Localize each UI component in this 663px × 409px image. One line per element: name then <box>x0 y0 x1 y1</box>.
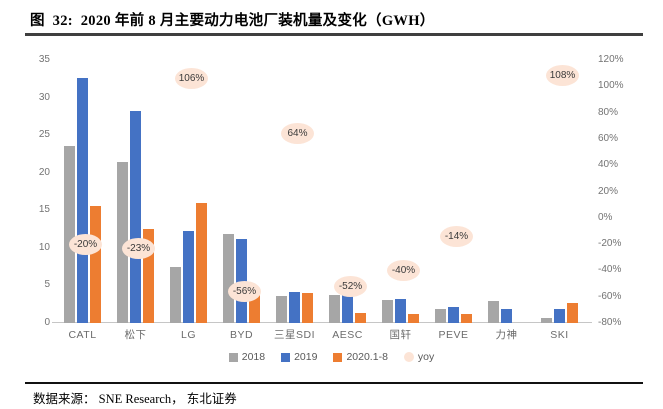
bar-2020.1-8-CATL <box>90 205 101 323</box>
x-axis-label-PEVE: PEVE <box>438 329 469 341</box>
legend-square-marker <box>228 352 238 362</box>
bar-2020.1-8-BYD <box>249 295 260 323</box>
bar-2020.1-8-SKI <box>567 303 578 323</box>
bar-2019-国轩 <box>395 298 406 323</box>
y-axis-tick-left: 25 <box>38 129 50 141</box>
legend-label: yoy <box>417 351 435 363</box>
bar-2018-AESC <box>329 295 340 323</box>
bar-2019-PEVE <box>448 307 459 323</box>
bar-2019-松下 <box>130 111 141 323</box>
bar-2020.1-8-三星SDI <box>302 292 313 323</box>
bar-2018-国轩 <box>382 299 393 323</box>
x-axis-label-SKI: SKI <box>550 329 569 341</box>
y-axis-tick-right: 120% <box>598 54 624 65</box>
y-axis-tick-left: 30 <box>38 91 50 103</box>
chart-legend: 2018 2019 2020.1-8 yoy <box>0 349 663 365</box>
bar-2018-LG <box>170 266 181 323</box>
bar-2018-三星SDI <box>276 295 287 323</box>
y-axis-tick-right: 20% <box>598 185 619 197</box>
x-axis-label-国轩: 国轩 <box>389 329 412 341</box>
bar-2018-BYD <box>223 234 234 323</box>
bar-2018-SKI <box>541 317 552 323</box>
yoy-bubble-PEVE: -14% <box>440 225 473 247</box>
legend-item-2018: 2018 <box>228 351 266 363</box>
legend-square-marker <box>333 352 343 362</box>
bar-chart: 35 30 25 20 15 10 5 0 120% 100% 80% 60% 40% 20% 0% -20%… <box>0 40 663 385</box>
y-axis-tick-right: 60% <box>598 132 619 144</box>
bar-2020.1-8-松下 <box>143 229 154 323</box>
x-axis-label-LG: LG <box>180 329 196 341</box>
bar-2019-CATL <box>77 78 88 323</box>
bar-2019-AESC <box>342 293 353 323</box>
bar-2020.1-8-国轩 <box>408 313 419 323</box>
x-axis-line <box>52 322 592 323</box>
bar-2018-力神 <box>488 301 499 323</box>
bar-2019-三星SDI <box>289 292 300 323</box>
footer-divider <box>25 382 643 384</box>
bar-2019-力神 <box>501 308 512 323</box>
yoy-bubble-松下: -23% <box>122 237 155 259</box>
bar-2019-SKI <box>554 308 565 323</box>
y-axis-tick-right: -20% <box>598 238 622 250</box>
y-axis-tick-left: 0 <box>44 317 50 328</box>
legend-item-yoy: yoy <box>403 351 435 363</box>
legend-label: 2018 <box>241 351 266 363</box>
x-axis-label-AESC: AESC <box>332 329 363 341</box>
x-axis-label-CATL: CATL <box>68 329 97 341</box>
y-axis-tick-right: -80% <box>598 317 622 328</box>
y-axis-tick-right: 100% <box>598 80 624 92</box>
data-source: 数据来源： SNE Research， 东北证券 <box>33 392 237 406</box>
x-axis-label-三星SDI: 三星SDI <box>273 329 315 341</box>
y-axis-tick-right: 40% <box>598 159 619 171</box>
legend-item-2019: 2019 <box>281 351 317 363</box>
bar-2018-PEVE <box>435 309 446 323</box>
x-axis-label-力神: 力神 <box>495 329 518 341</box>
x-axis-label-BYD: BYD <box>229 329 254 341</box>
legend-item-2020.1-8: 2020.1-8 <box>333 351 388 363</box>
y-axis-tick-left: 10 <box>38 241 50 253</box>
bar-2020.1-8-AESC <box>355 313 366 323</box>
y-axis-tick-left: 15 <box>38 204 50 216</box>
title-underline <box>25 33 643 36</box>
yoy-bubble-AESC: -52% <box>334 275 367 297</box>
yoy-bubble-CATL: -20% <box>69 233 102 255</box>
bar-2020.1-8-PEVE <box>461 313 472 323</box>
y-axis-tick-left: 20 <box>38 166 50 178</box>
bar-2020.1-8-LG <box>196 202 207 323</box>
y-axis-tick-right: -40% <box>598 264 622 276</box>
bar-2018-松下 <box>117 162 128 323</box>
yoy-bubble-LG: 106% <box>175 67 208 89</box>
legend-circle-marker <box>403 352 414 362</box>
legend-label: 2019 <box>294 351 318 363</box>
legend-square-marker <box>281 352 291 362</box>
y-axis-tick-left: 5 <box>44 279 50 291</box>
bar-2019-BYD <box>236 238 247 323</box>
yoy-bubble-BYD: -56% <box>228 280 261 302</box>
bar-2019-LG <box>183 230 194 323</box>
yoy-bubble-SKI: 108% <box>546 65 579 87</box>
bar-2018-CATL <box>64 146 75 323</box>
y-axis-tick-right: -60% <box>598 290 622 302</box>
y-axis-tick-right: 80% <box>598 106 619 118</box>
yoy-bubble-国轩: -40% <box>387 259 420 281</box>
yoy-bubble-三星SDI: 64% <box>281 123 314 145</box>
legend-label: 2020.1-8 <box>346 351 388 363</box>
figure-title: 图 32: 2020 年前 8 月主要动力电池厂装机量及变化（GWH） <box>30 13 435 29</box>
y-axis-tick-right: 0% <box>598 211 613 223</box>
x-axis-label-松下: 松下 <box>124 329 147 341</box>
y-axis-tick-left: 35 <box>38 54 50 65</box>
